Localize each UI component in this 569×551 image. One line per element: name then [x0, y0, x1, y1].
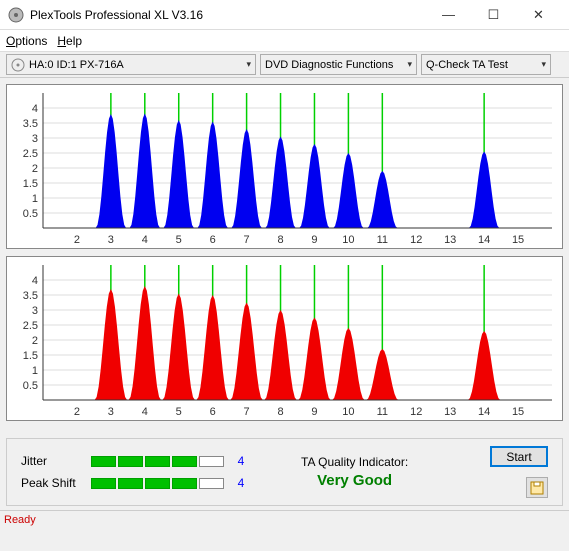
- test-selector[interactable]: Q-Check TA Test ▾: [421, 54, 551, 75]
- svg-text:3: 3: [32, 305, 38, 317]
- chevron-down-icon: ▾: [246, 59, 251, 70]
- svg-text:0.5: 0.5: [23, 380, 38, 392]
- svg-text:15: 15: [512, 406, 524, 418]
- svg-text:12: 12: [410, 234, 422, 246]
- svg-text:6: 6: [210, 406, 216, 418]
- peakshift-bars: [91, 478, 231, 489]
- svg-text:5: 5: [176, 234, 182, 246]
- export-button[interactable]: [526, 477, 548, 498]
- svg-text:2: 2: [74, 406, 80, 418]
- svg-text:3: 3: [32, 133, 38, 145]
- disc-icon: [11, 58, 25, 72]
- svg-text:4: 4: [32, 275, 38, 287]
- toolbar: HA:0 ID:1 PX-716A ▾ DVD Diagnostic Funct…: [0, 52, 569, 78]
- svg-text:2: 2: [32, 163, 38, 175]
- svg-text:0.5: 0.5: [23, 208, 38, 220]
- svg-text:3.5: 3.5: [23, 290, 38, 302]
- chart-jitter: 0.5 1 1.5 2 2.5 3 3.5 4 2 3 4 5 6 7 8 9 10 11 12 13 14 15: [6, 84, 563, 249]
- svg-text:3: 3: [108, 406, 114, 418]
- svg-text:5: 5: [176, 406, 182, 418]
- stats-panel: Jitter 4 Peak Shift 4 TA Quality Indicat…: [6, 438, 563, 506]
- function-label: DVD Diagnostic Functions: [265, 59, 393, 71]
- chart-area: 0.511.522.533.5423456789101112131415 0.5…: [0, 78, 569, 434]
- svg-text:1.5: 1.5: [23, 350, 38, 362]
- close-button[interactable]: ✕: [516, 0, 561, 29]
- svg-text:7: 7: [244, 234, 250, 246]
- svg-text:13: 13: [444, 234, 456, 246]
- svg-text:6: 6: [210, 234, 216, 246]
- svg-text:12: 12: [410, 406, 422, 418]
- svg-text:8: 8: [277, 406, 283, 418]
- peakshift-label: Peak Shift: [21, 476, 91, 490]
- svg-text:13: 13: [444, 406, 456, 418]
- svg-text:3: 3: [108, 234, 114, 246]
- menubar: Options Help: [0, 30, 569, 52]
- titlebar: PlexTools Professional XL V3.16 — ☐ ✕: [0, 0, 569, 30]
- jitter-value: 4: [231, 454, 251, 468]
- chevron-down-icon: ▾: [407, 59, 412, 70]
- svg-text:1.5: 1.5: [23, 178, 38, 190]
- chart-peakshift: 0.5 1 1.5 2 2.5 3 3.5 4 2 3 4 5 6 7 8 9 10 11 12 13 14 15: [6, 256, 563, 421]
- status-text: Ready: [4, 514, 36, 526]
- start-button[interactable]: Start: [490, 446, 548, 467]
- svg-text:2: 2: [32, 335, 38, 347]
- svg-text:11: 11: [377, 406, 388, 418]
- svg-text:4: 4: [32, 103, 38, 115]
- svg-text:2.5: 2.5: [23, 320, 38, 332]
- svg-text:10: 10: [342, 406, 354, 418]
- svg-text:8: 8: [277, 234, 283, 246]
- jitter-label: Jitter: [21, 454, 91, 468]
- statusbar: Ready: [0, 510, 569, 529]
- svg-text:3.5: 3.5: [23, 118, 38, 130]
- svg-text:4: 4: [142, 234, 148, 246]
- peakshift-value: 4: [231, 476, 251, 490]
- jitter-bars: [91, 456, 231, 467]
- svg-text:14: 14: [478, 234, 490, 246]
- minimize-button[interactable]: —: [426, 0, 471, 29]
- function-selector[interactable]: DVD Diagnostic Functions ▾: [260, 54, 417, 75]
- save-icon: [530, 481, 544, 495]
- maximize-button[interactable]: ☐: [471, 0, 516, 29]
- svg-text:1: 1: [32, 365, 38, 377]
- menu-options[interactable]: Options: [6, 34, 47, 48]
- drive-label: HA:0 ID:1 PX-716A: [29, 59, 124, 71]
- menu-help[interactable]: Help: [57, 34, 82, 48]
- svg-text:15: 15: [512, 234, 524, 246]
- svg-text:2.5: 2.5: [23, 148, 38, 160]
- svg-text:9: 9: [311, 234, 317, 246]
- svg-text:9: 9: [311, 406, 317, 418]
- svg-text:2: 2: [74, 234, 80, 246]
- quality-label: TA Quality Indicator:: [301, 455, 408, 469]
- svg-text:4: 4: [142, 406, 148, 418]
- test-label: Q-Check TA Test: [426, 59, 508, 71]
- window-title: PlexTools Professional XL V3.16: [30, 8, 426, 22]
- chevron-down-icon: ▾: [541, 59, 546, 70]
- svg-text:11: 11: [377, 234, 388, 246]
- svg-text:1: 1: [32, 193, 38, 205]
- svg-text:14: 14: [478, 406, 490, 418]
- svg-text:10: 10: [342, 234, 354, 246]
- quality-value: Very Good: [301, 472, 408, 489]
- drive-selector[interactable]: HA:0 ID:1 PX-716A ▾: [6, 54, 256, 75]
- app-icon: [8, 7, 24, 23]
- svg-text:7: 7: [244, 406, 250, 418]
